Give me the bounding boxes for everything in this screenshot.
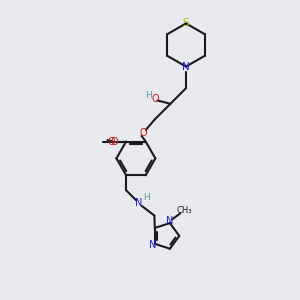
Text: O: O bbox=[152, 94, 160, 104]
Text: O: O bbox=[108, 136, 116, 146]
Text: N: N bbox=[149, 240, 157, 250]
Text: O: O bbox=[140, 128, 147, 138]
Text: N: N bbox=[182, 61, 190, 72]
Text: H: H bbox=[145, 91, 152, 100]
Text: CH₃: CH₃ bbox=[177, 206, 192, 215]
Text: O: O bbox=[111, 136, 118, 146]
Text: N: N bbox=[135, 198, 142, 208]
Text: S: S bbox=[183, 18, 189, 28]
Text: H: H bbox=[143, 193, 150, 202]
Text: N: N bbox=[166, 216, 174, 226]
